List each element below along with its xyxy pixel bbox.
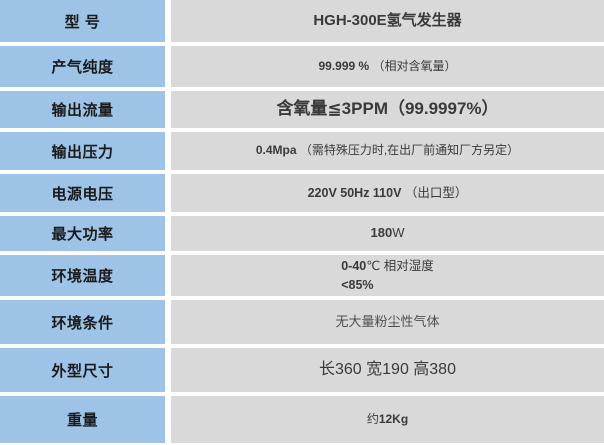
spec-label-max-power: 最大功率 bbox=[0, 216, 165, 251]
spec-value-text: 无大量粉尘性气体 bbox=[335, 313, 440, 329]
spec-value-ambient-condition: 无大量粉尘性气体 bbox=[171, 300, 604, 344]
spec-value-output-flow: 含氧量≦3PPM（99.9997%） bbox=[171, 91, 604, 128]
spec-label-text: 型 号 bbox=[64, 13, 101, 31]
spec-label-ambient-temperature: 环境温度 bbox=[0, 255, 165, 296]
spec-value-output-pressure: 0.4Mpa （需特殊压力时,在出厂前通知厂方另定） bbox=[171, 132, 604, 170]
spec-label-power-voltage: 电源电压 bbox=[0, 174, 165, 212]
spec-value-ambient-temperature: 0-40℃ 相对湿度 <85% bbox=[171, 255, 604, 296]
spec-label-text: 最大功率 bbox=[51, 226, 114, 243]
spec-label-output-flow: 输出流量 bbox=[0, 91, 165, 128]
spec-value-text: 约12Kg bbox=[366, 411, 409, 426]
spec-label-text: 电源电压 bbox=[51, 185, 114, 203]
spec-label-ambient-condition: 环境条件 bbox=[0, 300, 165, 344]
spec-value-text: 99.999 % （相对含氧量） bbox=[318, 58, 457, 73]
spec-value-gas-purity: 99.999 % （相对含氧量） bbox=[171, 46, 604, 87]
spec-label-text: 重量 bbox=[66, 412, 98, 429]
spec-label-text: 外型尺寸 bbox=[51, 362, 114, 380]
spec-label-text: 输出压力 bbox=[51, 143, 114, 161]
spec-value-text: 180W bbox=[370, 225, 405, 241]
spec-label-text: 环境温度 bbox=[51, 268, 114, 285]
spec-value-max-power: 180W bbox=[171, 216, 604, 251]
spec-label-text: 输出流量 bbox=[51, 102, 114, 119]
spec-label-dimensions: 外型尺寸 bbox=[0, 348, 165, 392]
spec-value-power-voltage: 220V 50Hz 110V （出口型） bbox=[171, 174, 604, 212]
spec-value-text: 220V 50Hz 110V （出口型） bbox=[307, 185, 468, 200]
spec-label-text: 环境条件 bbox=[51, 314, 114, 332]
spec-value-text: 0.4Mpa （需特殊压力时,在出厂前通知厂方另定） bbox=[255, 143, 520, 158]
spec-value-text: HGH-300E氢气发生器 bbox=[313, 12, 462, 30]
spec-value-model: HGH-300E氢气发生器 bbox=[171, 0, 604, 42]
spec-value-weight: 约12Kg bbox=[171, 396, 604, 443]
spec-label-model: 型 号 bbox=[0, 0, 165, 42]
spec-label-gas-purity: 产气纯度 bbox=[0, 46, 165, 87]
spec-value-dimensions: 长360 宽190 高380 bbox=[171, 348, 604, 392]
spec-value-text: 0-40℃ 相对湿度 <85% bbox=[341, 258, 434, 292]
spec-label-output-pressure: 输出压力 bbox=[0, 132, 165, 170]
spec-value-text: 含氧量≦3PPM（99.9997%） bbox=[276, 99, 499, 119]
spec-label-weight: 重量 bbox=[0, 396, 165, 443]
spec-value-text: 长360 宽190 高380 bbox=[319, 361, 456, 379]
spec-label-text: 产气纯度 bbox=[51, 59, 114, 76]
